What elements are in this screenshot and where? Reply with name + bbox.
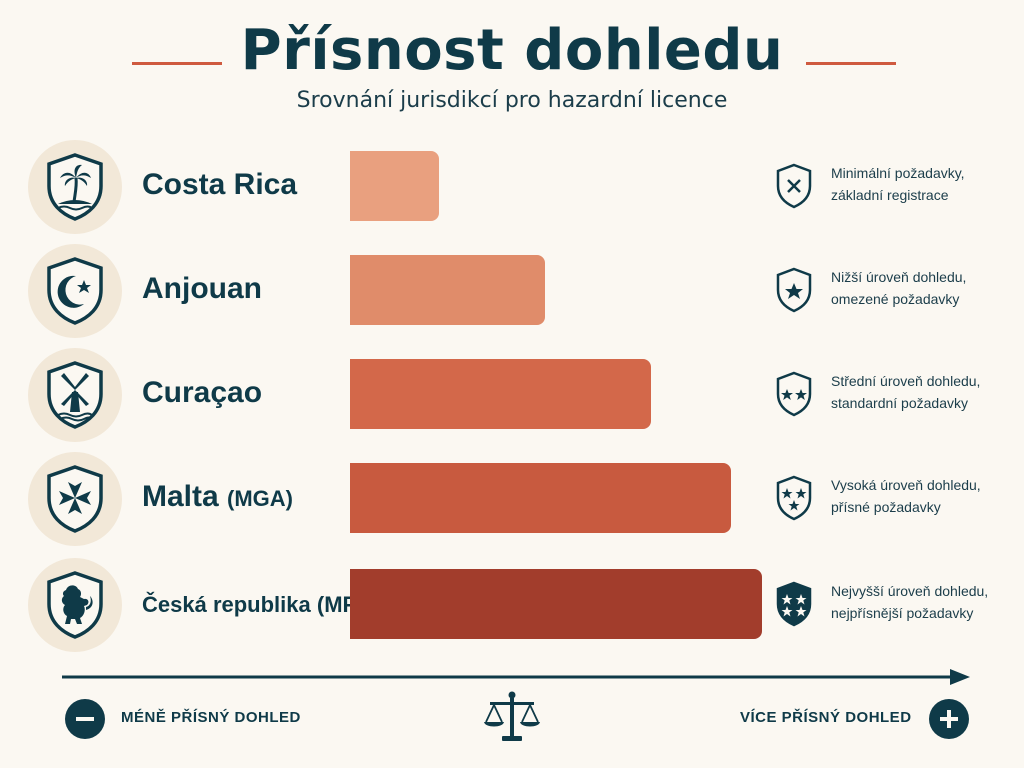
page-title: Přísnost dohledu [240,18,784,83]
jurisdiction-row-malta: Malta (MGA) Vysoká úroveň dohledu, přísn… [0,450,1024,546]
shield-three-stars-icon [776,475,812,521]
shield-x-icon [776,163,812,209]
header: Přísnost dohledu [0,14,1024,86]
description: Vysoká úroveň dohledu, přísné požadavky [831,474,1021,518]
palm-tree-icon [47,153,103,221]
emblem-costa-rica [28,140,122,234]
jurisdiction-row-curacao: Curaçao Střední úroveň dohledu, standard… [0,346,1024,442]
emblem-malta [28,452,122,546]
bar-anjouan [350,255,545,325]
shield-four-stars-icon [776,581,812,627]
country-label: Malta (MGA) [142,480,293,514]
country-label: Costa Rica [142,168,298,201]
jurisdiction-row-costa-rica: Costa Rica Minimální požadavky, základní… [0,138,1024,234]
country-label: Anjouan [142,272,262,305]
description: Nejvyšší úroveň dohledu, nejpřísnější po… [831,580,1021,624]
description-line: Nejvyšší úroveň dohledu, [831,583,989,599]
description-line: Nižší úroveň dohledu, [831,269,967,285]
axis-label-less-strict: MÉNĚ PŘÍSNÝ DOHLED [121,709,301,726]
title-decoration-right [806,62,896,65]
jurisdiction-row-anjouan: Anjouan Nižší úroveň dohledu, omezené po… [0,242,1024,338]
axis-label-more-strict: VÍCE PŘÍSNÝ DOHLED [740,709,912,726]
country-name: Malta [142,480,219,513]
strictness-axis-arrow [62,669,970,685]
country-label: Curaçao [142,376,263,409]
title-decoration-left [132,62,222,65]
description: Střední úroveň dohledu, standardní požad… [831,370,1021,414]
country-label: Česká republika (MF) [142,592,364,617]
description-line: základní registrace [831,187,949,203]
bar-malta [350,463,731,533]
shield-two-stars-icon [776,371,812,417]
country-abbr: (MGA) [227,486,294,511]
shield-one-star-icon [776,267,812,313]
emblem-curacao [28,348,122,442]
page-subtitle: Srovnání jurisdikcí pro hazardní licence [296,88,728,113]
lion-icon [47,571,103,639]
description: Minimální požadavky, základní registrace [831,162,1021,206]
description-line: omezené požadavky [831,291,960,307]
description-line: Minimální požadavky, [831,165,965,181]
bar-costa-rica [350,151,439,221]
description-line: standardní požadavky [831,395,968,411]
emblem-anjouan [28,244,122,338]
description-line: Vysoká úroveň dohledu, [831,477,981,493]
description-line: nejpřísnější požadavky [831,605,974,621]
description-line: Střední úroveň dohledu, [831,373,981,389]
windmill-icon [47,361,103,429]
jurisdiction-row-czech-republic: Česká republika (MF) Nejvyšší úroveň doh… [0,556,1024,652]
plus-icon [929,699,969,739]
scales-icon [484,691,540,741]
description-line: přísné požadavky [831,499,941,515]
description: Nižší úroveň dohledu, omezené požadavky [831,266,1021,310]
emblem-czech-republic [28,558,122,652]
crescent-star-icon [47,257,103,325]
bar-czech-republic [350,569,762,639]
bar-curacao [350,359,651,429]
maltese-cross-icon [47,465,103,533]
minus-icon [65,699,105,739]
